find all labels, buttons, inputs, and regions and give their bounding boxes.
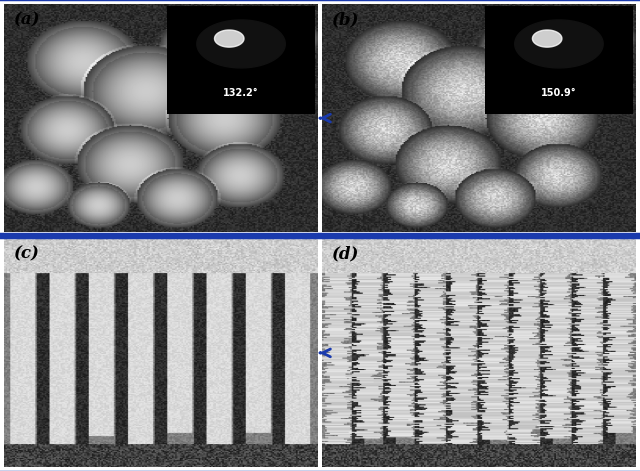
Text: (b): (b) [332, 11, 359, 28]
Text: (c): (c) [13, 246, 40, 263]
Text: (a): (a) [13, 11, 40, 28]
Text: (d): (d) [332, 246, 359, 263]
